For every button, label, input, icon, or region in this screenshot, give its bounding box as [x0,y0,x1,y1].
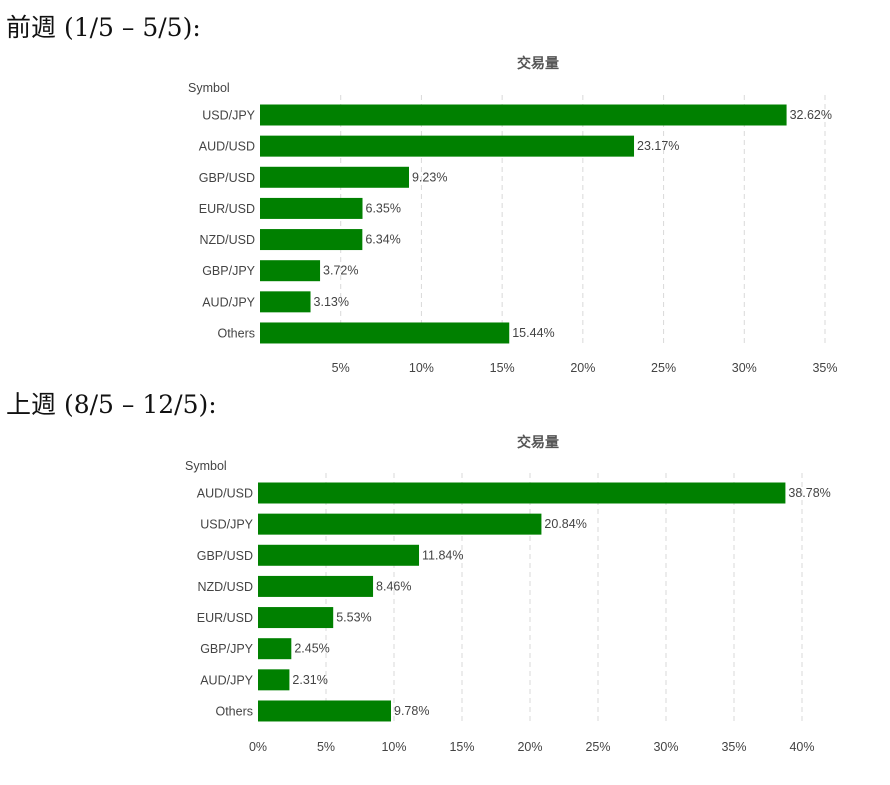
value-label: 20.84% [544,517,586,531]
value-label: 5.53% [336,611,371,625]
category-label: AUD/USD [199,140,255,154]
value-label: 38.78% [788,486,830,500]
x-tick-label: 30% [653,740,678,754]
bar [258,575,374,597]
x-tick-label: 35% [812,361,837,375]
bar [258,544,420,566]
y-axis-label: Symbol [185,459,227,473]
value-label: 3.72% [323,264,358,278]
category-label: Others [217,326,255,340]
value-label: 6.35% [366,201,401,215]
value-label: 2.31% [292,673,327,687]
value-label: 9.78% [394,704,429,718]
bar [260,166,409,188]
value-label: 2.45% [294,642,329,656]
x-tick-label: 25% [585,740,610,754]
value-label: 32.62% [790,108,832,122]
x-tick-label: 20% [570,361,595,375]
bar [258,513,542,535]
section-heading-last-week: 上週 (8/5 – 12/5): [6,390,217,419]
bar [258,669,290,691]
category-label: USD/JPY [200,518,253,532]
x-tick-label: 25% [651,361,676,375]
x-tick-label: 15% [449,740,474,754]
x-tick-label: 35% [721,740,746,754]
x-tick-label: 10% [381,740,406,754]
x-tick-label: 20% [517,740,542,754]
category-label: GBP/JPY [200,642,253,656]
x-tick-label: 10% [409,361,434,375]
value-label: 3.13% [314,295,349,309]
bar [260,135,635,157]
chart-last-week: 交易量 Symbol AUD/USD 38.78% USD/JPY 20.84% GBP/U… [185,434,831,754]
x-tick-label: 5% [317,740,335,754]
value-label: 15.44% [512,326,554,340]
category-label: AUD/JPY [200,673,253,687]
category-label: AUD/USD [197,487,253,501]
category-label: Others [215,704,253,718]
category-label: USD/JPY [202,109,255,123]
value-label: 11.84% [422,548,463,562]
category-label: AUD/JPY [202,295,255,309]
value-label: 23.17% [637,139,679,153]
bar [260,322,510,344]
category-label: EUR/USD [199,202,255,216]
bar [260,229,363,251]
value-label: 8.46% [376,579,411,593]
value-label: 6.34% [365,233,400,247]
value-label: 9.23% [412,170,447,184]
x-tick-label: 30% [732,361,757,375]
category-label: GBP/JPY [202,264,255,278]
bar [260,104,787,126]
category-label: EUR/USD [197,611,253,625]
chart-previous-week: 交易量 Symbol USD/JPY 32.62% AUD/USD 23.17% GBP/U… [188,55,838,375]
bar [260,291,311,313]
bar [260,197,363,219]
category-label: NZD/USD [199,233,255,247]
x-tick-label: 15% [490,361,515,375]
chart-title: 交易量 [517,55,559,71]
x-tick-label: 0% [249,740,267,754]
bar [258,607,334,629]
bar [258,638,292,660]
bar [258,482,786,504]
y-axis-label: Symbol [188,81,230,95]
bar [258,700,392,722]
category-label: NZD/USD [197,580,253,594]
x-tick-label: 5% [332,361,350,375]
category-label: GBP/USD [197,549,253,563]
bar [260,260,321,282]
category-label: GBP/USD [199,171,255,185]
x-tick-label: 40% [789,740,814,754]
chart-title: 交易量 [517,434,559,450]
section-heading-previous-week: 前週 (1/5 – 5/5): [6,13,201,42]
